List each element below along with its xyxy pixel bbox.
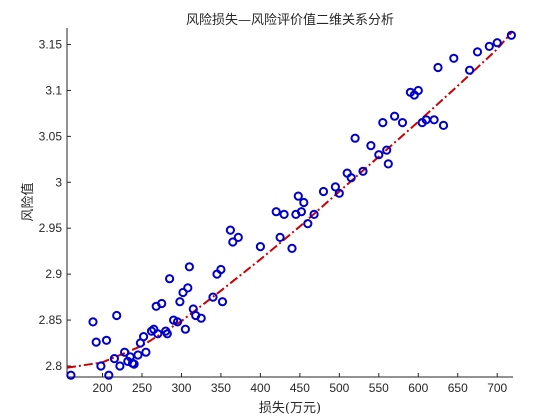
data-point [175, 297, 185, 307]
data-point [303, 219, 313, 229]
x-tick-label: 500 [329, 381, 349, 395]
data-point [287, 243, 297, 253]
data-point [66, 370, 76, 380]
data-point [109, 354, 120, 364]
y-tick-label: 2.95 [39, 221, 63, 235]
x-tick-label: 400 [250, 381, 270, 395]
data-point [378, 118, 388, 128]
y-tick-label: 2.8 [45, 359, 62, 373]
data-point [350, 133, 360, 143]
data-point [330, 182, 340, 192]
data-point [255, 242, 265, 252]
fit-layer [66, 31, 513, 369]
data-point [271, 207, 281, 217]
data-point [196, 313, 206, 323]
points-layer [66, 30, 516, 380]
data-point [279, 209, 289, 219]
x-axis-title: 损失(万元) [259, 401, 321, 416]
data-point [228, 237, 238, 247]
x-ticks: 200 250 300 350 400 450 500 550 600 650 700 [93, 373, 508, 395]
data-point [133, 350, 143, 360]
x-tick-label: 550 [369, 381, 389, 395]
data-point [429, 115, 439, 125]
data-point [492, 38, 502, 48]
data-point [413, 85, 423, 96]
plot-area [66, 28, 513, 378]
data-point [346, 173, 356, 183]
data-point [374, 150, 384, 160]
data-point [433, 62, 443, 73]
data-point [141, 347, 151, 357]
data-point [217, 297, 228, 307]
data-point [153, 329, 163, 339]
x-tick-label: 650 [448, 381, 468, 395]
data-point [383, 159, 393, 169]
data-point [334, 188, 344, 198]
data-point [139, 332, 149, 342]
y-tick-label: 2.85 [39, 313, 63, 327]
data-point [382, 145, 392, 155]
data-point [358, 166, 368, 176]
x-tick-label: 250 [132, 381, 152, 395]
data-point [96, 361, 106, 371]
data-point [88, 317, 98, 327]
data-point [216, 264, 226, 275]
data-point [208, 292, 218, 302]
x-tick-label: 300 [171, 381, 191, 395]
x-tick-label: 200 [93, 381, 113, 395]
data-point [397, 118, 408, 128]
y-axis-title: 风险值 [20, 182, 36, 221]
data-point [233, 232, 243, 242]
y-ticks: 2.8 2.85 2.9 2.95 3 3.05 3.1 3.15 [39, 38, 71, 373]
data-point [101, 335, 112, 345]
data-point [465, 65, 475, 75]
data-point [506, 30, 516, 40]
x-tick-label: 350 [211, 381, 231, 395]
x-tick-label: 600 [408, 381, 428, 395]
data-point [299, 197, 309, 208]
data-point [129, 359, 139, 369]
y-tick-label: 3 [55, 175, 62, 189]
data-point [91, 337, 101, 347]
data-point [104, 370, 114, 380]
data-point [296, 207, 306, 217]
data-point [438, 120, 449, 131]
data-point [449, 53, 459, 63]
data-point [293, 191, 303, 201]
data-point [225, 225, 235, 235]
data-point [178, 287, 188, 298]
y-tick-label: 2.9 [45, 267, 62, 281]
x-tick-label: 700 [487, 381, 507, 395]
data-point [184, 262, 194, 272]
data-point [366, 141, 376, 151]
data-point [318, 186, 329, 197]
data-point [484, 41, 494, 52]
y-tick-label: 3.1 [45, 83, 62, 97]
data-point [172, 317, 183, 327]
fit-curve [66, 31, 513, 369]
data-point [309, 209, 319, 219]
y-tick-label: 3.05 [39, 129, 63, 143]
data-point [112, 310, 122, 321]
data-point [162, 329, 172, 339]
data-point [165, 274, 175, 284]
x-tick-label: 450 [290, 381, 310, 395]
data-point [275, 232, 285, 242]
chart-title: 风险损失—风险评价值二维关系分析 [186, 12, 394, 28]
data-point [115, 361, 125, 371]
data-point [120, 347, 130, 357]
data-point [390, 111, 400, 121]
data-point [180, 324, 190, 334]
data-point [157, 298, 167, 309]
data-point [472, 47, 483, 57]
y-tick-label: 3.15 [39, 38, 63, 52]
data-point [183, 283, 193, 293]
